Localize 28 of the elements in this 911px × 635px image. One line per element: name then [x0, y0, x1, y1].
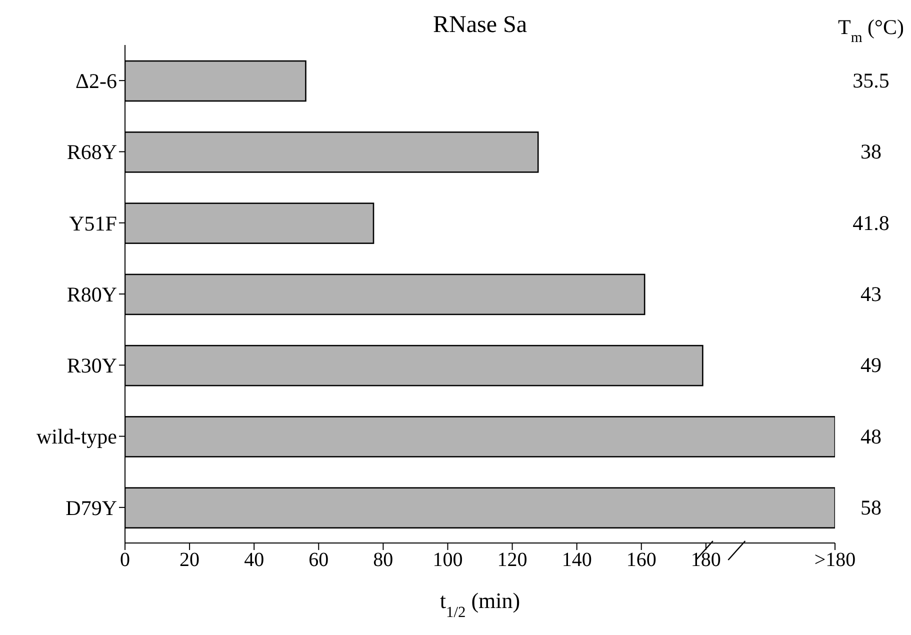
- y-tick-label: wild-type: [36, 424, 117, 449]
- x-tick-label: 60: [308, 549, 329, 572]
- text: 35.5: [852, 68, 890, 93]
- y-tick-label: Δ2-6: [76, 69, 117, 94]
- x-axis-title: t$_{1/2}$ (min): [440, 588, 520, 620]
- x-tick-label: >180: [814, 549, 856, 572]
- x-tick-label: 80: [373, 549, 394, 572]
- text: T$_{m}$ (°C): [838, 15, 904, 46]
- text: 49: [860, 353, 882, 378]
- y-tick-label: D79Y: [66, 496, 117, 520]
- x-tick-label: 160: [626, 549, 656, 572]
- x-tick-label: 20: [180, 549, 200, 572]
- text: 58: [860, 495, 882, 520]
- text: 43: [860, 282, 882, 306]
- x-tick-label: 0: [120, 549, 130, 572]
- text: 41.8: [852, 210, 890, 235]
- text: 38: [860, 140, 882, 164]
- x-tick-label: 180: [690, 549, 721, 572]
- y-tick-label: R30Y: [66, 354, 117, 378]
- y-tick-label: R80Y: [66, 282, 117, 306]
- y-tick-label: R68Y: [66, 140, 117, 164]
- chart-title: RNase Sa: [433, 12, 528, 38]
- x-tick-label: 120: [497, 549, 528, 572]
- x-tick-label: 40: [244, 549, 264, 572]
- y-tick-label: Y51F: [69, 211, 117, 236]
- x-tick-label: 100: [432, 549, 463, 572]
- x-tick-label: 140: [562, 549, 592, 572]
- text: 48: [860, 424, 882, 448]
